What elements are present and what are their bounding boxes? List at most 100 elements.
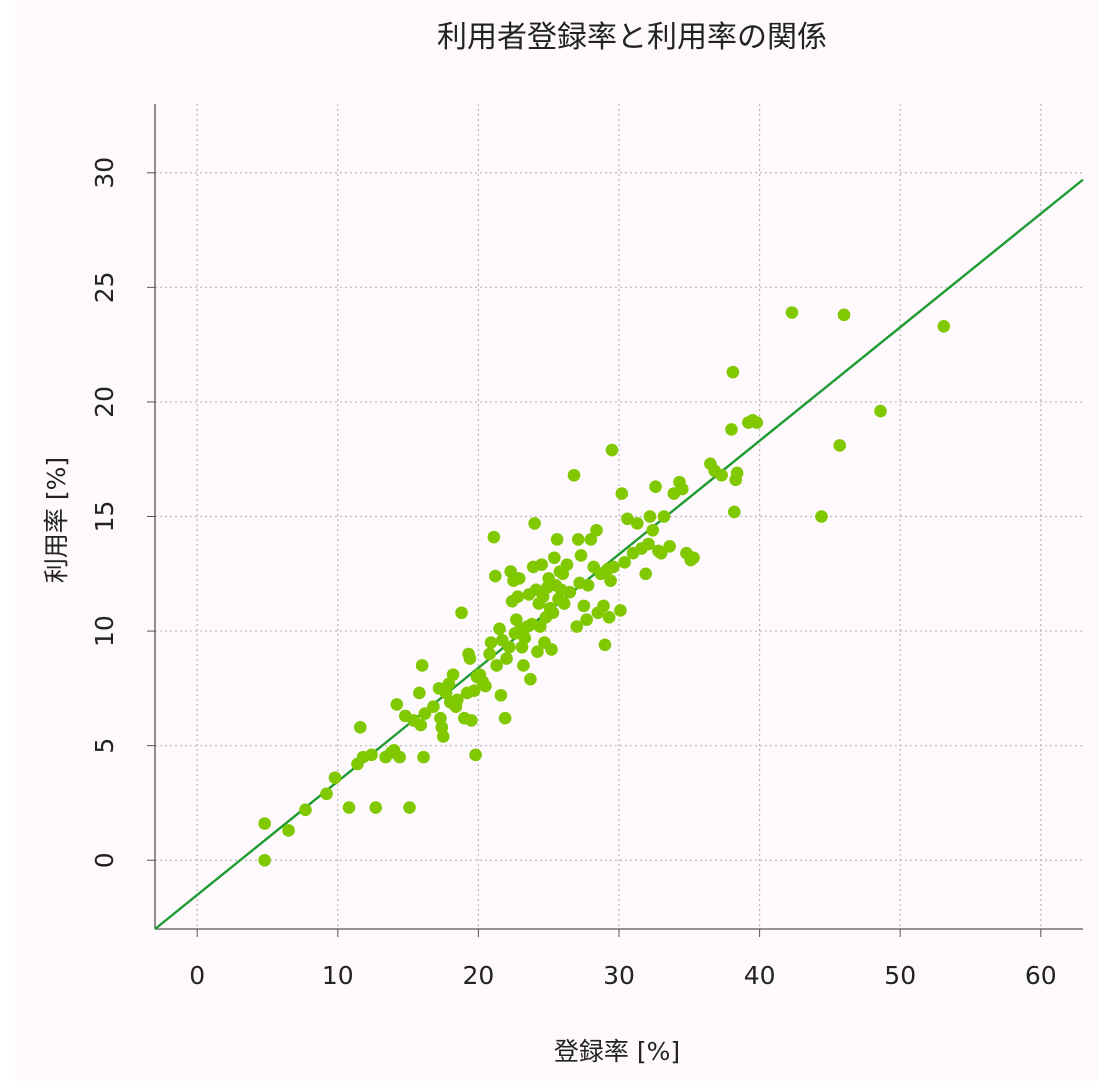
- data-point: [320, 787, 333, 801]
- data-point: [455, 606, 468, 620]
- data-point: [503, 640, 516, 654]
- data-point: [581, 578, 595, 592]
- data-point: [815, 510, 828, 523]
- regression-line: [154, 178, 1084, 930]
- data-point: [642, 537, 655, 551]
- chart-panel: 利用者登録率と利用率の関係 0 10 20 30 40 50 60 0 5 10 15 20 25 30 …: [15, 0, 1098, 1081]
- data-point: [418, 707, 432, 720]
- data-point: [533, 620, 547, 633]
- data-point: [498, 711, 512, 725]
- data-point: [607, 560, 620, 574]
- data-point: [365, 748, 378, 762]
- data-point: [618, 556, 631, 569]
- data-point: [369, 801, 383, 814]
- data-point: [727, 505, 741, 519]
- data-point: [415, 659, 429, 672]
- data-point: [512, 572, 526, 585]
- data-point: [393, 750, 406, 764]
- y-tick-label: 5: [90, 738, 119, 754]
- tick-labels: 0 10 20 30 40 50 60 0 5 10 15 20 25 30: [90, 157, 1057, 990]
- data-point: [675, 482, 689, 496]
- x-tick-label: 50: [884, 961, 916, 990]
- data-point: [546, 606, 560, 620]
- data-point: [490, 659, 503, 672]
- data-point: [524, 672, 537, 686]
- data-point: [571, 533, 585, 546]
- data-point: [605, 443, 619, 457]
- data-point: [615, 487, 629, 500]
- data-point: [390, 698, 404, 711]
- data-point: [500, 652, 513, 665]
- data-point: [715, 468, 728, 482]
- data-point: [654, 546, 668, 560]
- data-points: [258, 306, 951, 867]
- data-point: [528, 517, 541, 530]
- data-point: [518, 631, 532, 645]
- x-tick-label: 10: [322, 961, 354, 990]
- data-point: [550, 533, 564, 546]
- data-point: [604, 574, 617, 587]
- x-tick-label: 40: [744, 961, 776, 990]
- data-point: [937, 319, 951, 333]
- data-point: [483, 647, 496, 661]
- y-axis-label: 利用率 [%]: [42, 457, 71, 583]
- data-point: [469, 748, 482, 762]
- data-point: [577, 599, 591, 613]
- data-point: [567, 468, 581, 482]
- data-point: [517, 659, 530, 672]
- data-point: [663, 539, 676, 553]
- data-point: [417, 750, 430, 764]
- data-point: [785, 306, 799, 319]
- data-point: [467, 684, 481, 697]
- data-point: [258, 853, 271, 867]
- data-point: [479, 679, 492, 693]
- chart-area: 利用者登録率と利用率の関係 0 10 20 30 40 50 60051015202530 …: [42, 20, 1084, 1066]
- y-tick-label: 15: [90, 501, 119, 533]
- data-point: [649, 480, 662, 494]
- data-point: [487, 530, 501, 544]
- y-tick-label: 20: [90, 386, 119, 418]
- data-point: [602, 611, 616, 624]
- data-point: [413, 686, 426, 700]
- data-point: [493, 622, 506, 636]
- data-point: [570, 620, 584, 633]
- data-point: [646, 523, 660, 537]
- data-point: [874, 404, 887, 418]
- data-point: [494, 688, 508, 702]
- data-point: [465, 714, 478, 727]
- data-point: [590, 523, 603, 537]
- data-point: [484, 636, 498, 649]
- y-tick-label: 0: [90, 852, 119, 868]
- data-point: [436, 730, 450, 743]
- x-tick-label: 20: [462, 961, 494, 990]
- data-point: [597, 599, 610, 613]
- x-tick-label: 30: [603, 961, 635, 990]
- data-point: [726, 365, 740, 379]
- data-point: [282, 824, 295, 837]
- x-axis-label: 登録率 [%]: [554, 1037, 680, 1066]
- data-point: [584, 533, 598, 546]
- data-point: [531, 645, 544, 659]
- data-point: [563, 585, 577, 599]
- data-point: [643, 510, 657, 523]
- y-tick-label: 25: [90, 271, 119, 303]
- data-point: [630, 517, 644, 530]
- data-point: [511, 590, 525, 604]
- data-point: [403, 801, 416, 814]
- data-point: [353, 721, 367, 734]
- data-point: [687, 551, 700, 565]
- data-point: [557, 597, 571, 610]
- data-point: [451, 693, 464, 707]
- data-point: [621, 512, 634, 526]
- chart-title: 利用者登録率と利用率の関係: [437, 20, 827, 55]
- data-point: [614, 604, 627, 617]
- data-point: [574, 549, 588, 562]
- regression-line-layer: [154, 178, 1084, 930]
- data-point: [725, 423, 738, 436]
- data-point: [837, 308, 851, 322]
- axes: [147, 104, 1083, 937]
- data-point: [730, 466, 744, 480]
- data-point: [258, 817, 271, 830]
- data-point: [446, 668, 460, 681]
- data-point: [299, 803, 312, 817]
